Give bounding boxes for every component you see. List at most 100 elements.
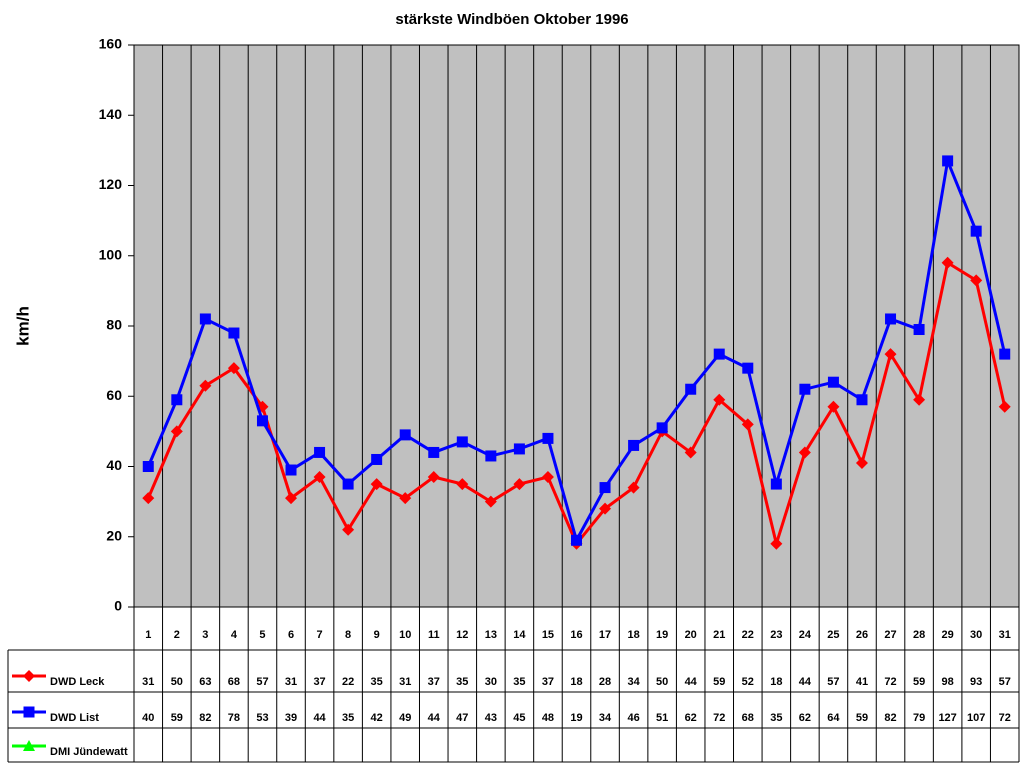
table-value: 63	[199, 676, 211, 688]
marker	[628, 439, 640, 451]
marker	[228, 327, 240, 339]
table-value: 35	[342, 712, 354, 724]
marker	[227, 362, 240, 375]
y-tick-label: 0	[114, 598, 122, 614]
x-tick-label: 10	[399, 629, 411, 641]
x-tick-label: 23	[770, 629, 782, 641]
marker	[170, 425, 183, 438]
marker	[342, 478, 354, 490]
y-axis-label: km/h	[13, 306, 32, 346]
table-value: 82	[199, 712, 211, 724]
x-tick-label: 30	[970, 629, 982, 641]
table-value: 18	[770, 676, 782, 688]
x-tick-label: 31	[999, 629, 1011, 641]
marker	[484, 495, 497, 508]
y-tick-label: 100	[99, 246, 123, 262]
marker	[799, 383, 811, 395]
x-tick-label: 9	[374, 629, 380, 641]
table-value: 46	[627, 712, 639, 724]
table-value: 57	[256, 676, 268, 688]
table-value: 35	[456, 676, 468, 688]
table-value: 59	[713, 676, 725, 688]
x-tick-label: 3	[202, 629, 208, 641]
table-value: 50	[171, 676, 183, 688]
table-value: 59	[913, 676, 925, 688]
marker	[314, 446, 326, 458]
marker	[313, 471, 326, 484]
marker	[342, 523, 355, 536]
table-value: 68	[228, 676, 240, 688]
marker	[827, 376, 839, 388]
table-value: 31	[399, 676, 411, 688]
table-value: 30	[485, 676, 497, 688]
marker	[370, 478, 383, 491]
table-value: 40	[142, 712, 154, 724]
marker	[171, 394, 183, 406]
table-value: 62	[799, 712, 811, 724]
table-value: 39	[285, 712, 297, 724]
marker	[770, 537, 783, 550]
table-value: 57	[827, 676, 839, 688]
marker	[23, 740, 35, 751]
x-tick-label: 25	[827, 629, 839, 641]
table-value: 19	[570, 712, 582, 724]
marker	[541, 471, 554, 484]
marker	[456, 436, 468, 448]
table-value: 34	[627, 676, 640, 688]
y-tick-label: 140	[99, 106, 123, 122]
x-tick-label: 22	[742, 629, 754, 641]
table-value: 45	[513, 712, 525, 724]
table-value: 98	[942, 676, 954, 688]
marker	[741, 418, 754, 431]
table-value: 64	[827, 712, 840, 724]
y-tick-label: 160	[99, 36, 123, 52]
marker	[627, 481, 640, 494]
x-tick-label: 2	[174, 629, 180, 641]
marker	[427, 471, 440, 484]
table-value: 43	[485, 712, 497, 724]
table-value: 44	[428, 712, 441, 724]
x-tick-label: 14	[513, 629, 526, 641]
table-value: 72	[884, 676, 896, 688]
table-value: 42	[371, 712, 383, 724]
marker	[941, 256, 954, 269]
table-value: 18	[570, 676, 582, 688]
table-value: 34	[599, 712, 612, 724]
table-value: 72	[713, 712, 725, 724]
table-value: 68	[742, 712, 754, 724]
y-tick-label: 20	[106, 527, 122, 543]
table-value: 41	[856, 676, 868, 688]
marker	[827, 400, 840, 413]
x-tick-label: 27	[884, 629, 896, 641]
marker	[23, 670, 35, 682]
table-value: 59	[856, 712, 868, 724]
x-tick-label: 29	[942, 629, 954, 641]
table-value: 44	[799, 676, 812, 688]
marker	[884, 348, 897, 361]
x-tick-label: 28	[913, 629, 925, 641]
table-value: 37	[313, 676, 325, 688]
marker	[713, 393, 726, 406]
y-tick-label: 120	[99, 176, 123, 192]
x-tick-label: 15	[542, 629, 554, 641]
table-value: 93	[970, 676, 982, 688]
marker	[599, 502, 612, 515]
chart-title: stärkste Windböen Oktober 1996	[395, 11, 628, 28]
table-value: 52	[742, 676, 754, 688]
marker	[913, 324, 925, 336]
marker	[399, 492, 412, 505]
legend-label: DWD Leck	[50, 676, 105, 688]
marker	[856, 394, 868, 406]
x-tick-label: 5	[259, 629, 265, 641]
marker	[798, 446, 811, 459]
x-tick-label: 16	[570, 629, 582, 641]
table-value: 35	[371, 676, 383, 688]
table-value: 49	[399, 712, 411, 724]
table-value: 37	[428, 676, 440, 688]
marker	[428, 446, 440, 458]
table-value: 53	[256, 712, 268, 724]
table-value: 31	[285, 676, 297, 688]
table-value: 127	[938, 712, 956, 724]
plot-area	[133, 44, 1020, 608]
